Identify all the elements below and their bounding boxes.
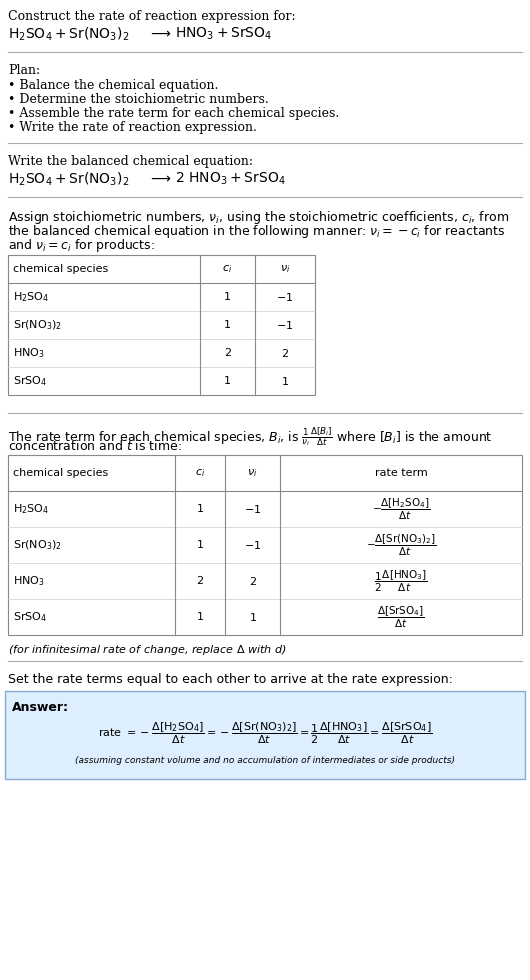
Text: • Write the rate of reaction expression.: • Write the rate of reaction expression. (8, 121, 257, 134)
Text: 1: 1 (197, 612, 204, 622)
Text: $-1$: $-1$ (244, 539, 261, 551)
Text: Assign stoichiometric numbers, $\nu_i$, using the stoichiometric coefficients, $: Assign stoichiometric numbers, $\nu_i$, … (8, 209, 509, 226)
Text: Construct the rate of reaction expression for:: Construct the rate of reaction expressio… (8, 10, 296, 23)
Text: • Assemble the rate term for each chemical species.: • Assemble the rate term for each chemic… (8, 107, 339, 120)
Text: chemical species: chemical species (13, 468, 108, 478)
Text: $\nu_i$: $\nu_i$ (248, 467, 258, 479)
Text: $-1$: $-1$ (276, 319, 294, 331)
Text: $\mathrm{Sr(NO_3)_2}$: $\mathrm{Sr(NO_3)_2}$ (13, 318, 62, 332)
Text: $\mathrm{SrSO_4}$: $\mathrm{SrSO_4}$ (13, 374, 47, 388)
FancyBboxPatch shape (5, 691, 525, 779)
Text: 1: 1 (224, 292, 231, 302)
Text: $\mathrm{H_2SO_4 + Sr(NO_3)_2}$: $\mathrm{H_2SO_4 + Sr(NO_3)_2}$ (8, 26, 129, 43)
Text: $c_i$: $c_i$ (195, 467, 205, 479)
Text: 1: 1 (224, 376, 231, 386)
Text: $\mathrm{SrSO_4}$: $\mathrm{SrSO_4}$ (13, 611, 47, 624)
Text: $c_i$: $c_i$ (223, 263, 233, 275)
Text: Write the balanced chemical equation:: Write the balanced chemical equation: (8, 155, 253, 168)
Text: $-1$: $-1$ (244, 503, 261, 515)
Text: $\dfrac{\Delta[\mathrm{SrSO_4}]}{\Delta t}$: $\dfrac{\Delta[\mathrm{SrSO_4}]}{\Delta … (377, 605, 425, 629)
Text: $\mathrm{H_2SO_4}$: $\mathrm{H_2SO_4}$ (13, 290, 49, 304)
Text: $\mathrm{Sr(NO_3)_2}$: $\mathrm{Sr(NO_3)_2}$ (13, 538, 62, 552)
Text: concentration and $t$ is time:: concentration and $t$ is time: (8, 439, 182, 453)
Text: (assuming constant volume and no accumulation of intermediates or side products): (assuming constant volume and no accumul… (75, 756, 455, 765)
Text: and $\nu_i = c_i$ for products:: and $\nu_i = c_i$ for products: (8, 237, 155, 254)
Text: $\mathrm{HNO_3}$: $\mathrm{HNO_3}$ (13, 346, 45, 360)
Text: $\nu_i$: $\nu_i$ (280, 263, 290, 275)
Text: the balanced chemical equation in the following manner: $\nu_i = -c_i$ for react: the balanced chemical equation in the fo… (8, 223, 506, 240)
Bar (8, 455, 522, 635)
Text: Set the rate terms equal to each other to arrive at the rate expression:: Set the rate terms equal to each other t… (8, 673, 453, 686)
Text: 1: 1 (197, 540, 204, 550)
Text: Answer:: Answer: (12, 701, 69, 714)
Text: 2: 2 (197, 576, 204, 586)
Bar (8, 255, 315, 395)
Text: The rate term for each chemical species, $B_i$, is $\frac{1}{\nu_i}\frac{\Delta[: The rate term for each chemical species,… (8, 425, 492, 448)
Text: 1: 1 (197, 504, 204, 514)
Text: $\mathrm{HNO_3 + SrSO_4}$: $\mathrm{HNO_3 + SrSO_4}$ (175, 26, 272, 42)
Text: $-\dfrac{\Delta[\mathrm{Sr(NO_3)_2}]}{\Delta t}$: $-\dfrac{\Delta[\mathrm{Sr(NO_3)_2}]}{\D… (366, 532, 436, 558)
Text: • Determine the stoichiometric numbers.: • Determine the stoichiometric numbers. (8, 93, 269, 106)
Text: • Balance the chemical equation.: • Balance the chemical equation. (8, 79, 218, 92)
Text: rate term: rate term (375, 468, 427, 478)
Text: chemical species: chemical species (13, 264, 108, 274)
Text: $\mathrm{HNO_3}$: $\mathrm{HNO_3}$ (13, 574, 45, 588)
Text: $\longrightarrow$: $\longrightarrow$ (148, 171, 172, 185)
Text: $\longrightarrow$: $\longrightarrow$ (148, 26, 172, 40)
Text: $\mathrm{H_2SO_4}$: $\mathrm{H_2SO_4}$ (13, 502, 49, 515)
Text: $\mathrm{2\ HNO_3 + SrSO_4}$: $\mathrm{2\ HNO_3 + SrSO_4}$ (175, 171, 286, 187)
Text: $2$: $2$ (249, 575, 257, 587)
Text: $1$: $1$ (249, 611, 257, 623)
Text: (for infinitesimal rate of change, replace $\Delta$ with $d$): (for infinitesimal rate of change, repla… (8, 643, 287, 657)
Text: 2: 2 (224, 348, 231, 358)
Text: $-1$: $-1$ (276, 291, 294, 303)
Text: $-\dfrac{\Delta[\mathrm{H_2SO_4}]}{\Delta t}$: $-\dfrac{\Delta[\mathrm{H_2SO_4}]}{\Delt… (372, 497, 430, 521)
Text: $2$: $2$ (281, 347, 289, 359)
Text: $\dfrac{1}{2}\dfrac{\Delta[\mathrm{HNO_3}]}{\Delta t}$: $\dfrac{1}{2}\dfrac{\Delta[\mathrm{HNO_3… (374, 568, 428, 594)
Text: $\mathrm{H_2SO_4 + Sr(NO_3)_2}$: $\mathrm{H_2SO_4 + Sr(NO_3)_2}$ (8, 171, 129, 188)
Text: $1$: $1$ (281, 375, 289, 387)
Text: rate $= -\dfrac{\Delta[\mathrm{H_2SO_4}]}{\Delta t} = -\dfrac{\Delta[\mathrm{Sr(: rate $= -\dfrac{\Delta[\mathrm{H_2SO_4}]… (98, 721, 432, 747)
Text: 1: 1 (224, 320, 231, 330)
Text: Plan:: Plan: (8, 64, 40, 77)
